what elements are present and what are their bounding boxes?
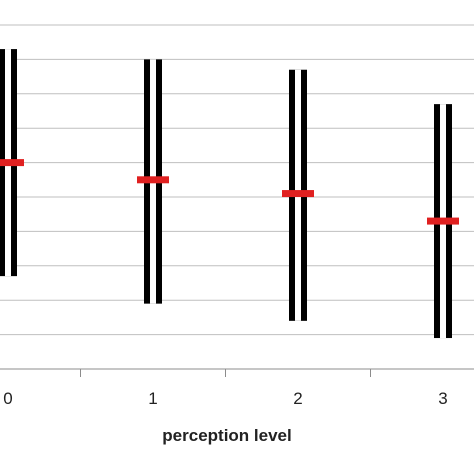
x-tick-labels: 0 1 2 3 [3,389,447,408]
mean-marker [427,217,459,225]
x-tick-label: 2 [293,389,302,408]
x-axis-ticks [80,369,371,377]
mean-markers [0,159,459,225]
mean-marker [0,159,24,167]
x-tick-label: 1 [148,389,157,408]
x-axis-title: perception level [162,426,291,445]
mean-marker [282,190,314,198]
range-bars [0,49,452,339]
gridlines [0,24,474,336]
mean-marker [137,176,169,184]
x-tick-label: 0 [3,389,12,408]
x-tick-label: 3 [438,389,447,408]
